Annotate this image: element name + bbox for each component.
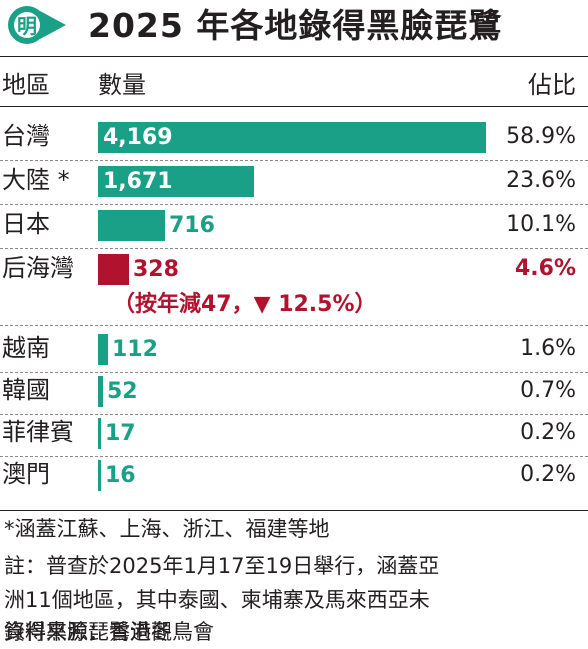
- row-label-macau: 澳門: [2, 460, 50, 488]
- chart-title: 2025 年各地錄得黑臉琵鷺: [88, 6, 503, 45]
- row-divider: [0, 160, 588, 161]
- row-label-philippines: 菲律賓: [2, 418, 74, 446]
- row-label-korea: 韓國: [2, 376, 50, 404]
- row-divider: [0, 204, 588, 205]
- row-label-mainland: 大陸 *: [2, 166, 70, 194]
- logo: 明: [2, 3, 72, 47]
- value-label-vietnam: 112: [112, 337, 158, 362]
- annotation-change: （按年減47，▼ 12.5%）: [113, 292, 377, 317]
- footnote-asterisk: *涵蓋江蘇、上海、浙江、福建等地: [4, 517, 330, 541]
- value-label-korea: 52: [107, 379, 138, 404]
- bottom-rule: [0, 510, 588, 511]
- row-divider: [0, 414, 588, 415]
- row-divider: [0, 248, 588, 249]
- share-label-korea: 0.7%: [520, 378, 576, 403]
- column-header-share: 佔比: [528, 71, 576, 99]
- bar-philippines: [98, 418, 101, 449]
- row-label-deep-bay: 后海灣: [2, 254, 74, 282]
- share-label-mainland: 23.6%: [506, 168, 576, 193]
- logo-glyph: 明: [17, 14, 37, 38]
- footnote-line-2: 洲11個地區，其中泰國、柬埔寨及馬來西亞未: [4, 588, 430, 612]
- value-label-deep-bay: 328: [133, 257, 179, 282]
- header: 明 2025 年各地錄得黑臉琵鷺: [0, 0, 588, 54]
- share-label-japan: 10.1%: [506, 212, 576, 237]
- column-header-count: 數量: [98, 71, 146, 99]
- top-rule: [0, 56, 588, 57]
- column-header-region: 地區: [2, 71, 50, 99]
- header-rule: [0, 106, 588, 107]
- row-label-taiwan: 台灣: [2, 122, 50, 150]
- share-label-macau: 0.2%: [520, 462, 576, 487]
- bar-korea: [98, 376, 103, 407]
- bar-taiwan: [98, 122, 486, 153]
- share-label-deep-bay: 4.6%: [514, 256, 576, 281]
- row-divider: [0, 372, 588, 373]
- value-label-japan: 716: [169, 213, 215, 238]
- value-label-macau: 16: [105, 463, 136, 488]
- footnote-line-1: 註：普查於2025年1月17至19日舉行，涵蓋亞: [4, 554, 440, 578]
- share-label-taiwan: 58.9%: [506, 124, 576, 149]
- source-note: 資料來源：香港觀鳥會: [4, 620, 214, 644]
- bar-macau: [98, 460, 101, 491]
- footnote-line-3: 錄得黑臉琵鷺過冬: [4, 620, 172, 644]
- share-label-philippines: 0.2%: [520, 420, 576, 445]
- share-label-vietnam: 1.6%: [520, 336, 576, 361]
- value-label-mainland: 1,671: [103, 169, 173, 194]
- row-label-japan: 日本: [2, 210, 50, 238]
- value-label-taiwan: 4,169: [103, 125, 173, 150]
- row-divider: [0, 325, 588, 326]
- row-label-vietnam: 越南: [2, 334, 50, 362]
- row-divider: [0, 456, 588, 457]
- bar-mainland: [98, 166, 254, 197]
- bar-vietnam: [98, 334, 108, 365]
- bar-deep-bay: [98, 254, 129, 285]
- value-label-philippines: 17: [105, 421, 136, 446]
- bar-japan: [98, 210, 165, 241]
